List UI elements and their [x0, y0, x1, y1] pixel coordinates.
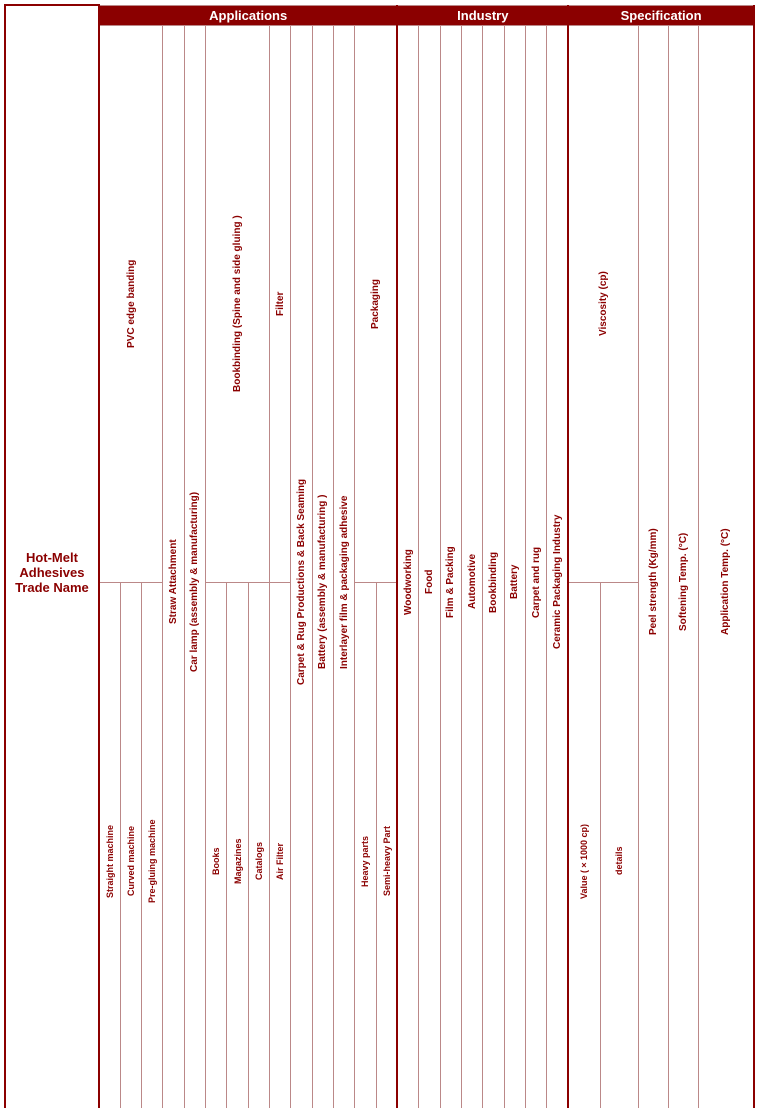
- section-header: Specification: [568, 5, 754, 25]
- app-sub-header: Pre-gluing machine: [142, 582, 163, 1108]
- spec-group-header: Peel strength (Kg/mm): [639, 25, 669, 1108]
- industry-col-header: Woodworking: [397, 25, 418, 1108]
- app-group-header: Bookbinding (Spine and side gluing ): [206, 25, 270, 582]
- app-group-header: Interlayer film & packaging adhesive: [333, 25, 354, 1108]
- app-group-header: Car lamp (assembly & manufacturing): [184, 25, 205, 1108]
- industry-col-header: Food: [419, 25, 440, 1108]
- industry-col-header: Bookbinding: [483, 25, 504, 1108]
- industry-col-header: Carpet and rug: [525, 25, 546, 1108]
- spec-group-header: Viscosity (cp): [568, 25, 638, 582]
- row-header-title: Hot-MeltAdhesivesTrade Name: [5, 5, 99, 1108]
- app-sub-header: Catalogs: [248, 582, 269, 1108]
- app-sub-header: Heavy parts: [355, 582, 376, 1108]
- app-group-header: Battery (assembly & manufacturing ): [312, 25, 333, 1108]
- app-sub-header: Straight machine: [99, 582, 120, 1108]
- industry-col-header: Battery: [504, 25, 525, 1108]
- app-sub-header: Curved machine: [120, 582, 141, 1108]
- app-group-header: Carpet & Rug Productions & Back Seaming: [291, 25, 312, 1108]
- section-header: Applications: [99, 5, 398, 25]
- app-group-header: PVC edge banding: [99, 25, 163, 582]
- app-sub-header: Semi-heavy Part: [376, 582, 397, 1108]
- spec-group-header: Application Temp. (°C): [698, 25, 754, 1108]
- spec-sub-header: details: [600, 582, 638, 1108]
- industry-col-header: Film & Packing: [440, 25, 461, 1108]
- app-group-header: Straw Attachment: [163, 25, 184, 1108]
- app-group-header: Filter: [270, 25, 291, 582]
- industry-col-header: Ceramic Packaging Industry: [547, 25, 568, 1108]
- adhesives-table: Hot-MeltAdhesivesTrade NameApplicationsI…: [4, 4, 755, 1108]
- app-sub-header: Air Filter: [270, 582, 291, 1108]
- section-header: Industry: [397, 5, 568, 25]
- app-sub-header: Books: [206, 582, 227, 1108]
- app-group-header: Packaging: [355, 25, 398, 582]
- spec-group-header: Softening Temp. (°C): [668, 25, 698, 1108]
- app-sub-header: Magazines: [227, 582, 248, 1108]
- industry-col-header: Automotive: [461, 25, 482, 1108]
- spec-sub-header: Value (×1000 cp): [568, 582, 600, 1108]
